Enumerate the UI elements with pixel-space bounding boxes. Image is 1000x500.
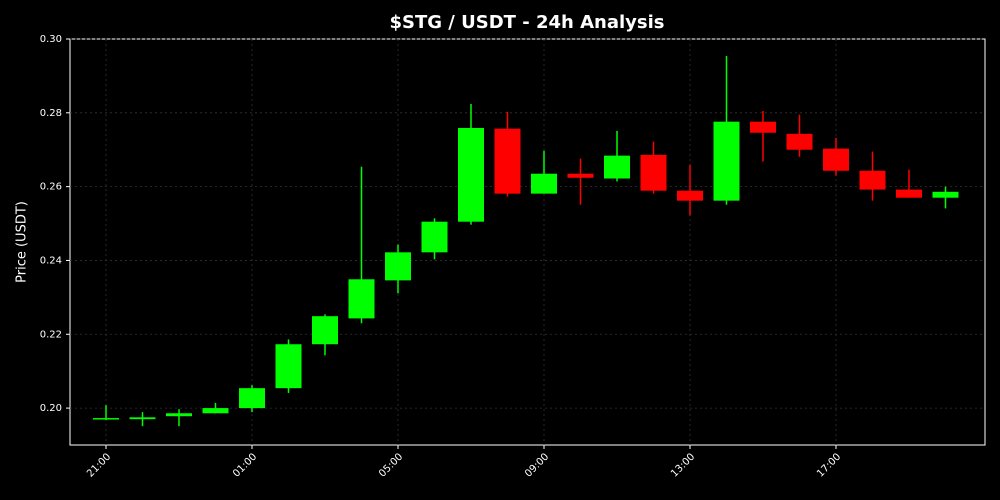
y-tick-label: 0.22 (40, 329, 62, 340)
candle-body (896, 189, 922, 198)
y-tick-label: 0.20 (40, 403, 62, 414)
plot-frame (69, 38, 986, 446)
candle-body (458, 127, 484, 222)
candle-body (932, 191, 959, 198)
candle-body (166, 413, 192, 417)
y-tick-label: 0.30 (40, 34, 62, 45)
candle-body (823, 148, 849, 171)
candle-body (93, 418, 119, 420)
y-axis-label: Price (USDT) (15, 201, 30, 283)
candle-body (859, 170, 886, 190)
candle-body (786, 133, 813, 150)
candle-body (421, 221, 448, 253)
chart-title: $STG / USDT - 24h Analysis (390, 12, 665, 33)
candle-body (494, 128, 521, 194)
candle-body (713, 121, 740, 201)
candle-body (129, 417, 156, 420)
candle-body (239, 388, 265, 409)
candle-body (567, 173, 594, 178)
candle-body (202, 408, 229, 414)
candle-body (640, 154, 667, 191)
y-tick-label: 0.24 (40, 255, 62, 266)
candle-body (385, 252, 411, 281)
y-tick-label: 0.28 (40, 108, 62, 119)
candle-body (275, 344, 302, 389)
candle-body (750, 121, 776, 133)
y-tick-label: 0.26 (40, 182, 62, 193)
candle-body (531, 173, 557, 194)
candle-body (348, 279, 375, 319)
candle-body (677, 190, 703, 201)
candle-body (604, 155, 630, 179)
candle-body (312, 316, 338, 345)
